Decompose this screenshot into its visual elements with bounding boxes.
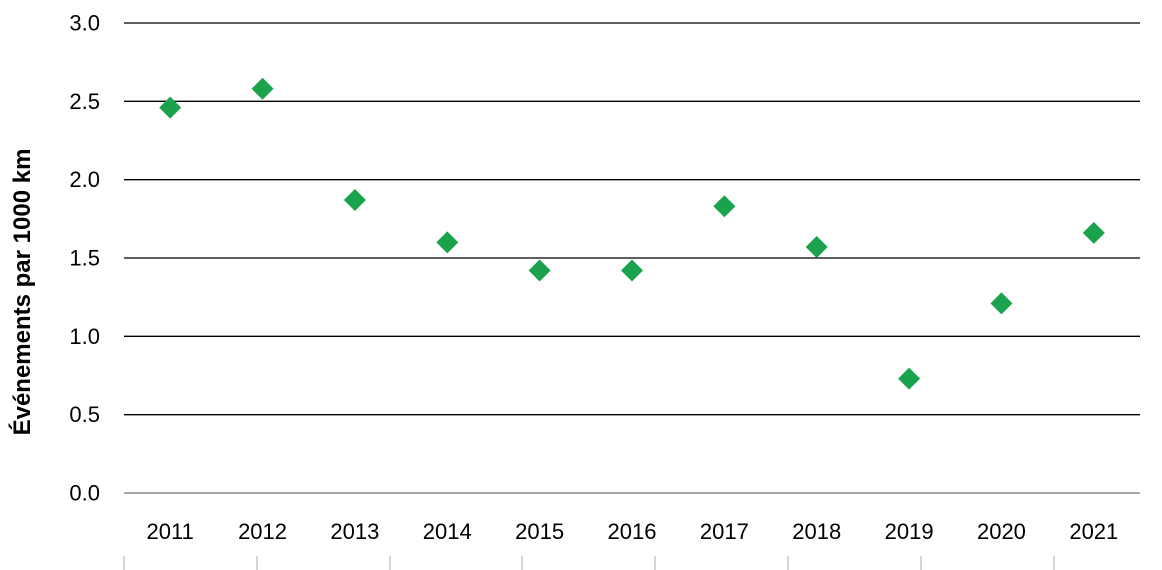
- data-point-2012: [251, 77, 274, 100]
- data-point-2015: [528, 259, 551, 282]
- x-tick-label-2013: 2013: [330, 519, 379, 544]
- data-point-2013: [343, 189, 366, 212]
- data-point-2014: [436, 231, 459, 254]
- data-point-2016: [621, 259, 643, 282]
- x-tick-label-2017: 2017: [700, 519, 749, 544]
- x-tick-label-2016: 2016: [608, 519, 657, 544]
- data-point-2017: [713, 195, 736, 218]
- x-tick-label-2011: 2011: [147, 519, 194, 544]
- x-tick-label-2015: 2015: [515, 519, 564, 544]
- y-tick-label-0.0: 0.0: [69, 481, 100, 506]
- x-tick-label-2012: 2012: [238, 519, 287, 544]
- x-tick-label-2020: 2020: [977, 519, 1026, 544]
- x-tick-label-2018: 2018: [792, 519, 841, 544]
- data-point-2019: [898, 367, 921, 390]
- y-tick-label-2.0: 2.0: [69, 167, 100, 192]
- y-tick-label-3.0: 3.0: [69, 11, 100, 36]
- data-point-2011: [159, 96, 182, 119]
- data-point-2021: [1082, 221, 1105, 244]
- data-point-2018: [805, 236, 828, 259]
- y-tick-label-1.5: 1.5: [69, 246, 100, 271]
- y-tick-label-1.0: 1.0: [69, 324, 100, 349]
- x-tick-label-2021: 2021: [1069, 519, 1118, 544]
- y-tick-label-0.5: 0.5: [69, 402, 100, 427]
- x-tick-label-2014: 2014: [423, 519, 472, 544]
- y-tick-label-2.5: 2.5: [69, 89, 100, 114]
- x-tick-label-2019: 2019: [885, 519, 934, 544]
- data-point-2020: [990, 292, 1013, 315]
